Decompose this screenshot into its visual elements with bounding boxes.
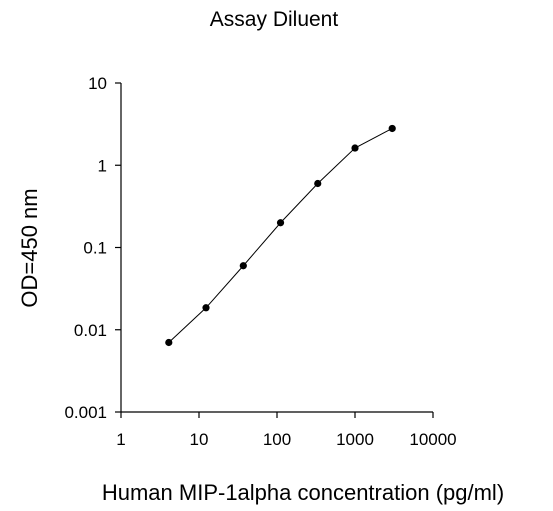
x-tick-label: 100 [263, 430, 291, 449]
data-point [202, 304, 210, 312]
y-tick-label: 0.1 [83, 239, 107, 258]
data-point [239, 262, 247, 270]
y-tick-label: 0.001 [64, 403, 107, 422]
chart-title: Assay Diluent [210, 8, 339, 31]
x-tick-label: 1 [116, 430, 125, 449]
data-point [276, 219, 285, 227]
y-tick-label: 1 [98, 156, 107, 175]
x-tick-label: 1000 [336, 430, 374, 449]
plot-area: 0.001 0.01 0.1 1 10 1 10 100 1000 10000 [64, 74, 456, 449]
x-tick-label: 10000 [409, 430, 456, 449]
y-tick-label: 10 [88, 74, 107, 93]
y-tick-label: 0.01 [74, 321, 107, 340]
x-tick-label: 10 [190, 430, 209, 449]
series-line [168, 128, 393, 343]
data-point [388, 124, 396, 133]
y-axis-label: OD=450 nm [17, 188, 42, 307]
x-axis-label: Human MIP-1alpha concentration (pg/ml) [102, 480, 504, 505]
data-point [165, 338, 173, 347]
data-point [351, 144, 359, 152]
data-point [314, 179, 322, 188]
